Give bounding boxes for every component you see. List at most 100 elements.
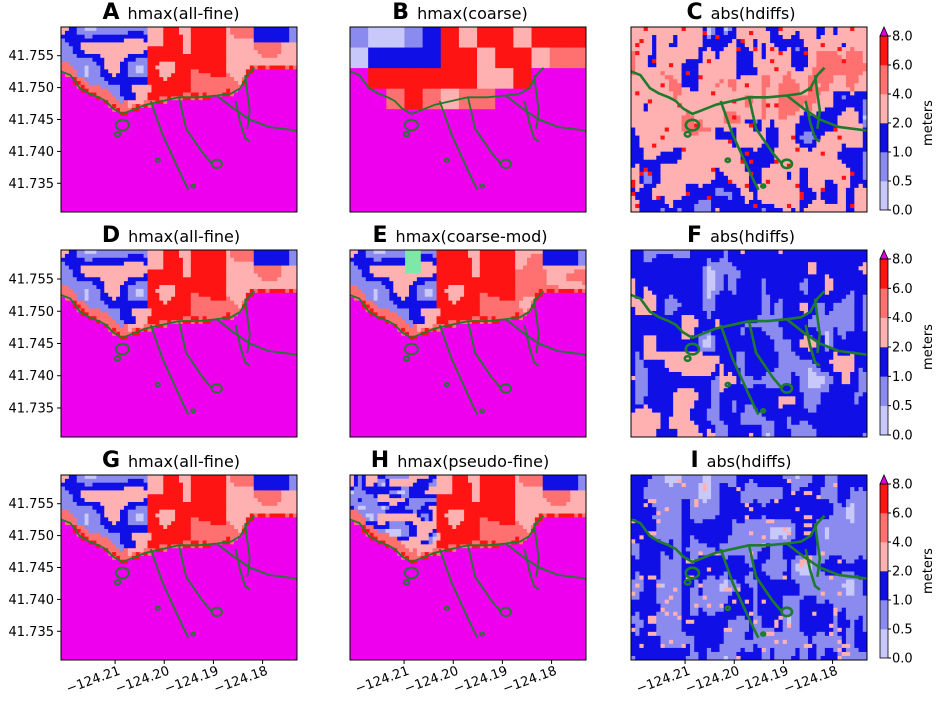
grid-cell [269, 134, 274, 140]
grid-cell [214, 115, 219, 121]
grid-cell [253, 188, 259, 194]
grid-cell [404, 129, 424, 151]
grid-cell [440, 88, 460, 110]
grid-cell [253, 73, 259, 78]
grid-cell [123, 177, 129, 182]
grid-cell [210, 46, 215, 51]
grid-cell [812, 103, 818, 109]
grid-cell [64, 100, 70, 105]
grid-cell [652, 107, 657, 113]
grid-cell [171, 181, 176, 186]
grid-cell [194, 111, 200, 117]
grid-cell [673, 63, 678, 68]
grid-cell [862, 47, 867, 52]
grid-cell [123, 200, 129, 205]
grid-cell [685, 87, 691, 92]
grid-cell [238, 177, 243, 182]
grid-cell [190, 192, 196, 198]
grid-cell [202, 107, 208, 113]
grid-cell [104, 208, 109, 212]
grid-cell [151, 119, 156, 124]
grid-cell [273, 73, 278, 78]
grid-cell [135, 115, 141, 121]
grid-cell [715, 67, 721, 72]
grid-cell [715, 107, 721, 113]
grid-cell [786, 79, 792, 84]
grid-cell [155, 50, 160, 55]
grid-cell [131, 173, 137, 178]
grid-cell [151, 173, 156, 178]
grid-cell [837, 151, 843, 157]
grid-cell [277, 96, 282, 101]
grid-cell [643, 55, 649, 60]
grid-cell [61, 165, 66, 171]
grid-cell [218, 188, 223, 194]
grid-cell [732, 39, 737, 44]
grid-cell [698, 139, 704, 145]
grid-cell [151, 84, 156, 90]
grid-cell [749, 91, 754, 96]
grid-cell [293, 131, 297, 136]
grid-cell [175, 84, 180, 90]
grid-cell [104, 188, 109, 194]
grid-cell [711, 127, 716, 133]
grid-cell [96, 46, 101, 51]
grid-cell [791, 31, 796, 36]
grid-cell [277, 77, 282, 82]
grid-cell [795, 67, 801, 72]
grid-cell [100, 27, 105, 32]
grid-cell [234, 92, 239, 97]
grid-cell [72, 158, 78, 163]
grid-cell [190, 123, 196, 128]
grid-cell [652, 63, 657, 68]
grid-cell [222, 208, 227, 212]
grid-cell [241, 46, 247, 51]
grid-cell [68, 138, 74, 144]
grid-cell [749, 39, 754, 44]
grid-cell [685, 51, 691, 56]
grid-cell [770, 135, 775, 141]
grid-cell [206, 34, 212, 40]
grid-cell [64, 107, 70, 113]
grid-cell [690, 31, 695, 36]
grid-cell [92, 185, 97, 190]
grid-cell [647, 43, 653, 48]
grid-cell [245, 196, 251, 202]
grid-cell [167, 107, 172, 113]
grid-cell [293, 146, 297, 151]
grid-cell [120, 161, 125, 167]
grid-cell [845, 75, 851, 80]
grid-cell [68, 107, 74, 113]
grid-cell [820, 103, 826, 109]
grid-cell [179, 161, 184, 167]
grid-cell [218, 173, 223, 178]
grid-cell [214, 161, 219, 167]
grid-cell [281, 57, 286, 63]
grid-cell [757, 111, 763, 117]
grid-cell [698, 71, 704, 76]
grid-cell [647, 83, 653, 88]
grid-cell [190, 134, 196, 140]
grid-cell [245, 50, 251, 55]
grid-cell [647, 99, 653, 105]
grid-cell [668, 159, 674, 165]
grid-cell [100, 42, 105, 47]
grid-cell [635, 139, 641, 145]
grid-cell [757, 39, 763, 44]
grid-cell [108, 27, 113, 32]
grid-cell [127, 165, 133, 171]
grid-cell [139, 127, 145, 132]
grid-cell [100, 34, 105, 40]
grid-cell [261, 196, 267, 202]
grid-cell [677, 79, 683, 84]
grid-cell [845, 43, 851, 48]
grid-cell [677, 131, 683, 137]
grid-cell [656, 39, 662, 44]
grid-cell [88, 88, 94, 94]
grid-cell [182, 53, 188, 59]
grid-cell [222, 181, 227, 186]
grid-cell [163, 127, 168, 132]
grid-cell [96, 134, 101, 140]
grid-cell [84, 107, 90, 113]
